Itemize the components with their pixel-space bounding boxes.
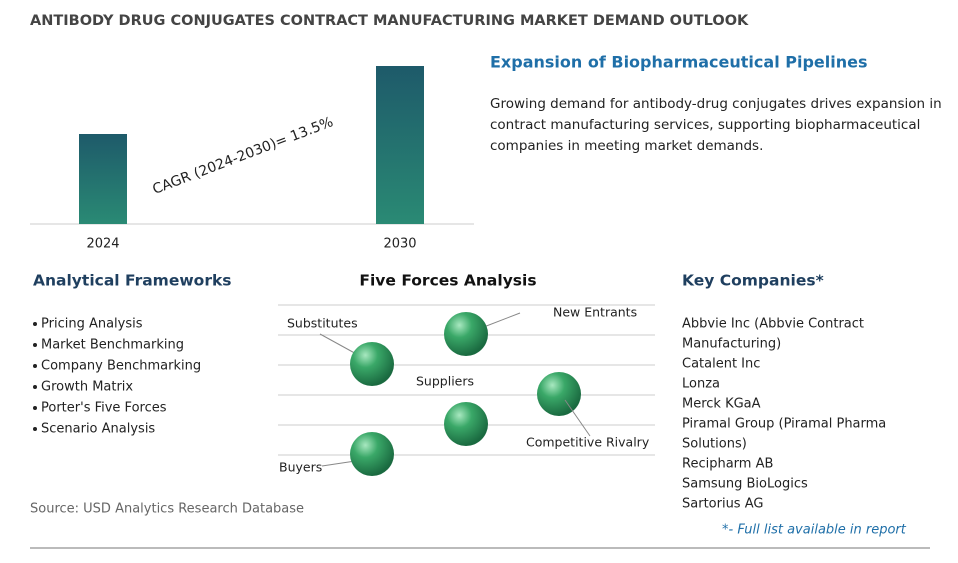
description-line: companies in meeting market demands. xyxy=(490,138,763,154)
company-item: Catalent Inc xyxy=(682,357,760,372)
cagr-annotation: CAGR (2024-2030)= 13.5% xyxy=(150,114,335,198)
force-sphere xyxy=(444,312,488,356)
company-item: Sartorius AG xyxy=(682,497,763,512)
x-tick-label: 2030 xyxy=(383,237,416,252)
x-tick-label: 2024 xyxy=(86,237,119,252)
company-item: Samsung BioLogics xyxy=(682,477,808,492)
force-label: Suppliers xyxy=(416,374,474,389)
bullet xyxy=(33,364,37,368)
force-sphere xyxy=(537,372,581,416)
bar xyxy=(79,134,127,224)
framework-item: Company Benchmarking xyxy=(41,359,201,374)
framework-item: Pricing Analysis xyxy=(41,317,143,332)
description-line: contract manufacturing services, support… xyxy=(490,117,920,133)
framework-item: Market Benchmarking xyxy=(41,338,184,353)
note: *- Full list available in report xyxy=(722,523,907,538)
force-sphere xyxy=(444,402,488,446)
bullet xyxy=(33,322,37,326)
company-item: Piramal Group (Piramal Pharma xyxy=(682,417,886,432)
connector xyxy=(319,333,361,357)
framework-item: Porter's Five Forces xyxy=(41,401,167,416)
force-sphere xyxy=(350,342,394,386)
company-item: Merck KGaA xyxy=(682,397,761,412)
framework-item: Scenario Analysis xyxy=(41,422,155,437)
framework-item: Growth Matrix xyxy=(41,380,133,395)
company-item: Lonza xyxy=(682,377,720,392)
section-heading: Five Forces Analysis xyxy=(359,272,536,290)
section-heading: Key Companies* xyxy=(682,272,824,290)
force-sphere xyxy=(350,432,394,476)
connector xyxy=(564,399,591,437)
bullet xyxy=(33,406,37,410)
company-item: Manufacturing) xyxy=(682,337,781,352)
source: Source: USD Analytics Research Database xyxy=(30,502,304,517)
force-label: New Entrants xyxy=(553,305,637,320)
bullet xyxy=(33,385,37,389)
bullet xyxy=(33,427,37,431)
company-item: Solutions) xyxy=(682,437,747,452)
bullet xyxy=(33,343,37,347)
company-item: Abbvie Inc (Abbvie Contract xyxy=(682,317,864,332)
section-heading: Expansion of Biopharmaceutical Pipelines xyxy=(490,53,868,72)
title: ANTIBODY DRUG CONJUGATES CONTRACT MANUFA… xyxy=(30,13,749,29)
force-label: Competitive Rivalry xyxy=(526,435,650,450)
description-line: Growing demand for antibody-drug conjuga… xyxy=(490,96,942,112)
company-item: Recipharm AB xyxy=(682,457,773,472)
section-heading: Analytical Frameworks xyxy=(33,272,232,290)
force-label: Substitutes xyxy=(287,316,358,331)
bar xyxy=(376,66,424,224)
force-label: Buyers xyxy=(279,460,322,475)
